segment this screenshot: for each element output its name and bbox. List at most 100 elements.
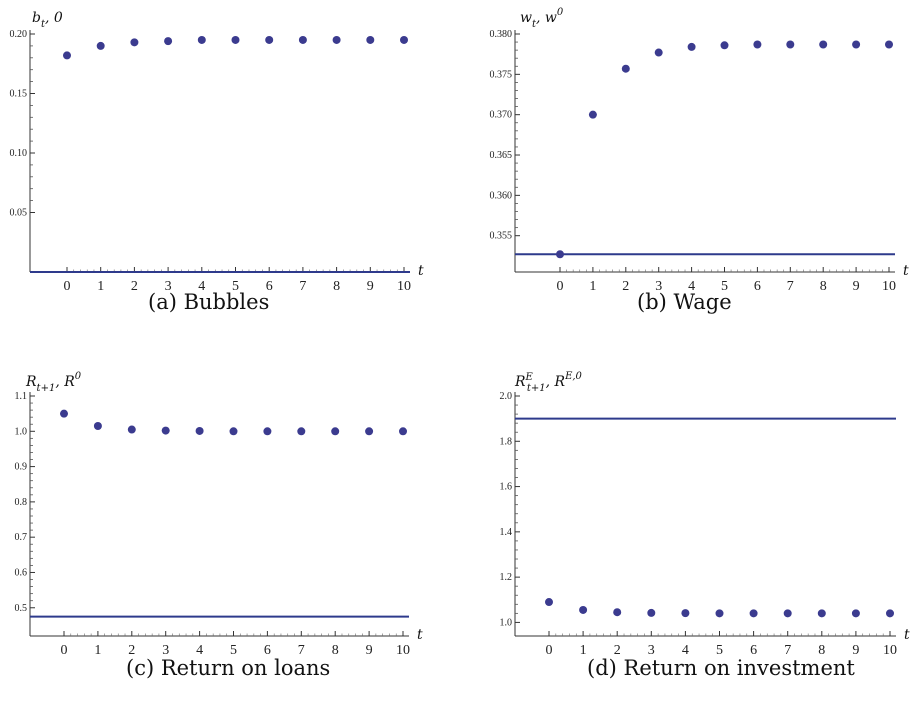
data-point: [332, 35, 341, 44]
x-tick-label: 8: [332, 643, 339, 658]
x-tick-label: 0: [546, 643, 553, 658]
y-tick-label: 0.380: [490, 29, 513, 40]
data-point: [817, 609, 826, 618]
data-point: [885, 40, 893, 49]
data-point: [63, 51, 71, 60]
y-tick-label: 2.0: [500, 391, 513, 402]
x-tick-label: 7: [298, 643, 305, 658]
x-tick-label: 0: [64, 279, 71, 294]
y-axis-label: Rt+1, R0: [25, 371, 82, 394]
x-tick-label: 4: [196, 643, 203, 658]
data-point: [786, 40, 795, 49]
x-tick-label: 5: [716, 643, 723, 658]
data-point: [96, 41, 105, 50]
y-tick-label: 1.1: [15, 391, 28, 402]
y-tick-label: 0.355: [490, 231, 513, 242]
caption-c: (c) Return on loans: [126, 656, 331, 680]
chart-panel-b: 0.355 0.360 0.365 0.370 0.375 0.380 0 1 2 3 4 5 6 7 8 9…: [490, 7, 910, 294]
y-tick-label: 0.360: [490, 190, 513, 201]
x-tick-label: 10: [397, 279, 411, 294]
y-tick-label: 1.4: [500, 527, 513, 538]
x-tick-label: 3: [162, 643, 169, 658]
x-tick-label: 10: [396, 643, 410, 658]
data-point: [753, 40, 762, 49]
x-axis-label: t: [417, 627, 423, 643]
data-point: [231, 35, 240, 44]
x-tick-label: 3: [648, 643, 655, 658]
y-tick-label: 0.7: [15, 532, 28, 543]
y-tick-label: 0.15: [10, 89, 28, 100]
x-tick-label: 6: [264, 643, 271, 658]
data-point: [681, 609, 690, 618]
data-point: [556, 250, 564, 259]
x-tick-label: 1: [589, 279, 596, 294]
data-point: [366, 35, 375, 44]
y-tick-label: 1.2: [500, 572, 513, 583]
data-point: [400, 35, 408, 44]
caption-b: (b) Wage: [637, 290, 732, 314]
data-point: [720, 41, 729, 50]
x-tick-label: 6: [266, 279, 273, 294]
x-tick-label: 10: [882, 279, 896, 294]
data-point: [819, 40, 828, 49]
data-point: [229, 427, 238, 436]
data-point: [621, 64, 630, 73]
y-tick-label: 0.8: [15, 497, 28, 508]
data-point: [127, 425, 136, 434]
x-tick-label: 5: [230, 643, 237, 658]
caption-a: (a) Bubbles: [148, 290, 270, 314]
data-point: [297, 427, 306, 436]
data-point: [545, 598, 553, 607]
data-point: [331, 427, 340, 436]
y-tick-label: 0.375: [490, 69, 513, 80]
x-tick-label: 6: [750, 643, 757, 658]
chart-panel-d: 1.0 1.2 1.4 1.6 1.8 2.0 0 1 2 3 4 5 6 7 8 9 10 t RE t+1, RE…: [500, 371, 911, 658]
x-tick-label: 7: [784, 643, 791, 658]
y-tick-label: 0.365: [490, 150, 513, 161]
x-tick-label: 7: [787, 279, 794, 294]
x-tick-label: 4: [688, 279, 695, 294]
y-axis-label: wt, w0: [520, 7, 564, 30]
data-point: [852, 40, 861, 49]
x-tick-label: 9: [853, 279, 860, 294]
data-point: [647, 608, 656, 617]
chart-panel-c: 0.5 0.6 0.7 0.8 0.9 1.0 1.1 0 1 2 3 4 5 6 7 8 9 10 t Rt+1, …: [15, 371, 424, 658]
data-point: [263, 427, 272, 436]
x-tick-label: 5: [721, 279, 728, 294]
x-tick-label: 1: [94, 643, 101, 658]
x-axis-label: t: [904, 627, 910, 643]
x-tick-label: 4: [682, 643, 689, 658]
x-tick-label: 8: [818, 643, 825, 658]
data-point: [130, 38, 139, 47]
x-tick-label: 7: [299, 279, 306, 294]
data-point: [265, 35, 274, 44]
data-point: [687, 42, 696, 51]
x-tick-label: 6: [754, 279, 761, 294]
y-tick-label: 0.05: [10, 208, 28, 219]
x-tick-label: 0: [61, 643, 68, 658]
x-tick-label: 8: [820, 279, 827, 294]
data-point: [60, 409, 68, 418]
x-tick-label: 9: [366, 643, 373, 658]
y-tick-label: 1.8: [500, 436, 513, 447]
x-tick-label: 5: [232, 279, 239, 294]
data-point: [195, 426, 204, 435]
y-tick-label: 0.6: [15, 567, 28, 578]
data-point: [161, 426, 170, 435]
x-tick-label: 2: [131, 279, 138, 294]
x-tick-label: 10: [883, 643, 897, 658]
data-point: [783, 609, 792, 618]
y-tick-label: 0.10: [10, 148, 28, 159]
x-axis-label: t: [903, 263, 909, 279]
data-point: [613, 608, 622, 617]
y-tick-label: 0.370: [490, 110, 513, 121]
y-tick-label: 0.9: [15, 462, 28, 473]
data-point: [715, 609, 724, 618]
x-tick-label: 1: [97, 279, 104, 294]
data-point: [298, 35, 307, 44]
x-tick-label: 9: [367, 279, 374, 294]
data-point: [654, 48, 663, 57]
data-point: [197, 35, 206, 44]
x-tick-label: 8: [333, 279, 340, 294]
